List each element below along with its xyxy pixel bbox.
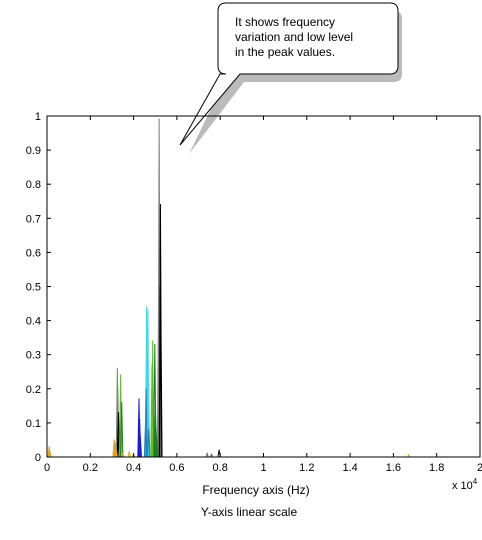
data-point: [155, 429, 157, 431]
data-point: [121, 401, 123, 404]
data-point: [154, 408, 157, 410]
x-axis-ticks: 0 0.2 0.4 0.6 0.8 1 1.2 1.4 1.6 1.8 2: [44, 116, 482, 474]
y-tick-label: 0.5: [26, 282, 41, 294]
data-point: [116, 367, 118, 369]
y-tick-label: 0.9: [26, 145, 41, 157]
series-line: [47, 341, 480, 458]
x-axis-multiplier-exponent: 4: [473, 477, 478, 486]
callout-text-line-1: It shows frequency: [235, 15, 335, 29]
x-axis-multiplier: x 104: [452, 477, 478, 492]
data-point: [158, 118, 160, 121]
y-tick-label: 0.4: [26, 316, 41, 328]
data-point: [206, 452, 208, 455]
data-point: [145, 388, 147, 390]
data-point: [113, 439, 115, 441]
data-point: [49, 451, 51, 453]
series-line: [47, 344, 480, 458]
series-line: [47, 388, 480, 458]
series-line: [47, 399, 480, 458]
data-point: [147, 381, 150, 383]
data-point: [48, 446, 50, 448]
series-2: [47, 306, 480, 458]
data-point: [139, 418, 141, 421]
x-tick-label: 1.6: [386, 462, 401, 474]
x-tick-label: 1.8: [429, 462, 444, 474]
x-tick-label: 0.4: [126, 462, 141, 474]
series-0: [47, 118, 480, 458]
data-point: [120, 374, 122, 376]
callout-bubble: [179, 2, 399, 146]
series-6: [47, 343, 480, 458]
data-point: [157, 313, 160, 315]
series-4: [47, 398, 480, 458]
data-point: [114, 442, 117, 444]
y-axis-ticks: 0 0.1 0.2 0.3 0.4 0.5 0.6 0.7 0.8 0.9 1: [26, 111, 480, 464]
callout-text-line-3: in the peak values.: [235, 45, 335, 59]
data-point: [138, 398, 140, 400]
x-axis-label: Frequency axis (Hz): [202, 483, 309, 497]
data-point: [117, 412, 120, 414]
series-line: [47, 306, 480, 458]
y-tick-label: 1: [35, 111, 41, 123]
data-point: [407, 454, 410, 456]
series-3: [47, 388, 480, 458]
data-point: [146, 354, 148, 356]
data-point: [122, 452, 124, 455]
annotation-callout: It shows frequency variation and low lev…: [179, 2, 402, 154]
data-point: [144, 422, 147, 424]
data-point: [114, 446, 116, 448]
y-tick-label: 0.1: [26, 418, 41, 430]
x-tick-label: 2: [477, 462, 482, 474]
data-point: [218, 449, 220, 451]
x-tick-label: 1.2: [299, 462, 314, 474]
y-tick-label: 0.7: [26, 213, 41, 225]
data-point: [115, 449, 117, 451]
data-point: [154, 343, 156, 346]
y-tick-label: 0.8: [26, 179, 41, 191]
x-tick-label: 0.2: [83, 462, 98, 474]
y-tick-label: 0.6: [26, 247, 41, 259]
series-1: [47, 204, 480, 458]
x-tick-label: 1: [260, 462, 266, 474]
data-point: [117, 388, 119, 390]
y-tick-label: 0: [35, 452, 41, 464]
chart-caption: Y-axis linear scale: [201, 505, 298, 519]
x-axis-multiplier-base: x 10: [452, 480, 473, 492]
data-point: [139, 435, 141, 438]
data-point: [160, 313, 162, 315]
series-layer: [47, 118, 480, 458]
y-tick-label: 0.3: [26, 350, 41, 362]
series-9: [47, 446, 480, 458]
data-point: [156, 439, 158, 441]
data-point: [128, 451, 130, 453]
data-point: [151, 364, 153, 366]
data-point: [210, 453, 213, 455]
y-tick-label: 0.2: [26, 384, 41, 396]
x-tick-label: 0.6: [169, 462, 184, 474]
data-point: [152, 340, 154, 342]
x-tick-label: 1.4: [342, 462, 357, 474]
series-line: [47, 119, 480, 458]
plot-area-frame: [46, 115, 481, 458]
x-tick-label: 0.8: [213, 462, 228, 474]
data-point: [147, 309, 149, 311]
series-line: [47, 204, 480, 458]
callout-text-line-2: variation and low level: [235, 30, 353, 44]
data-point: [148, 429, 150, 431]
data-point: [145, 306, 148, 308]
data-point: [159, 204, 162, 206]
x-tick-label: 0: [44, 462, 50, 474]
series-5: [47, 340, 480, 458]
